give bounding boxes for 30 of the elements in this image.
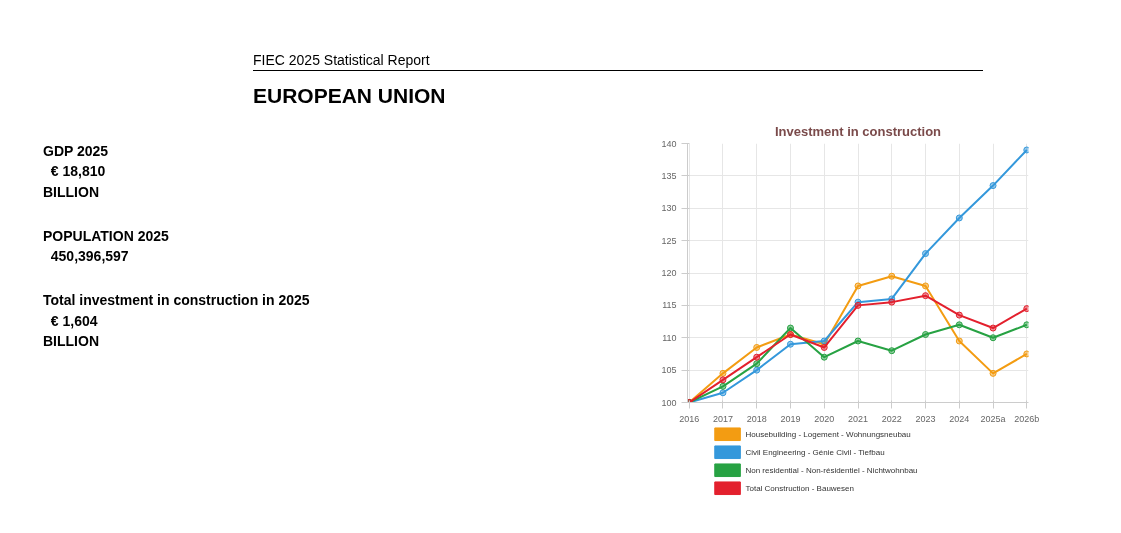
y-tick-label: 105 [661, 365, 677, 376]
y-tick-label: 110 [662, 332, 677, 343]
text: Total investment in construction in 2025 € 1,604 BILLION [43, 291, 310, 352]
x-tick-label: 2022 [881, 413, 902, 424]
x-tick-label: 2017 [712, 413, 733, 424]
x-tick-label: 2018 [746, 413, 767, 424]
x-tick-label: 2025a [980, 413, 1006, 424]
y-tick-label: 115 [662, 300, 677, 311]
x-tick-label: 2026b [1014, 413, 1040, 424]
x-tick-label: 2016 [679, 413, 700, 424]
y-tick-label: 125 [661, 235, 677, 246]
legend-label: Total Construction - Bauwesen [745, 483, 854, 493]
x-tick-label: 2024 [949, 413, 970, 424]
x-tick-label: 2023 [915, 413, 936, 424]
text: EUROPEAN UNION [253, 83, 446, 109]
y-tick-label: 130 [661, 203, 677, 214]
x-tick-label: 2019 [780, 413, 801, 424]
legend-label: Non residential - Non-résidentiel - Nichtwohnbau [745, 465, 918, 475]
text: GDP 2025 € 18,810 BILLION [43, 142, 109, 202]
y-tick-label: 120 [661, 268, 677, 278]
chart-title: Investment in construction [774, 123, 942, 139]
x-tick-label: 2020 [814, 413, 835, 424]
x-tick-label: 2021 [847, 413, 869, 424]
text: POPULATION 2025 450,396,597 [43, 226, 169, 267]
text: FIEC 2025 Statistical Report [253, 50, 983, 71]
y-tick-label: 100 [661, 397, 677, 408]
legend-label: Civil Engineering - Génie Civil - Tiefbau [745, 447, 885, 457]
legend-label: Housebuilding - Logement - Wohnungsneubau [745, 429, 911, 439]
y-tick-label: 135 [661, 170, 677, 181]
y-tick-label: 140 [661, 138, 677, 149]
